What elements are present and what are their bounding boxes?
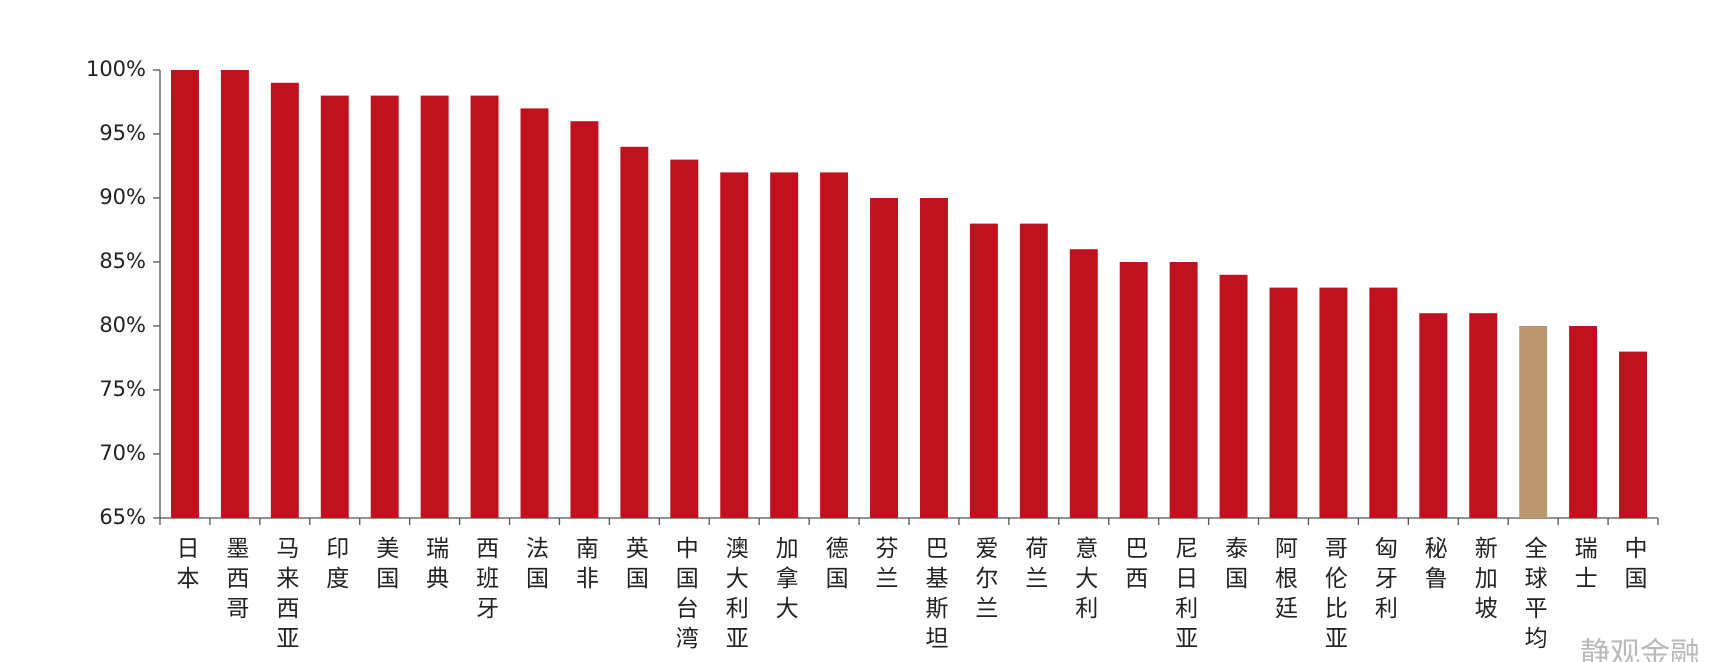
x-tick-label: 马来西亚 (272, 536, 300, 656)
x-tick-label: 巴西 (1121, 536, 1148, 596)
x-tick-label: 尼日利亚 (1171, 536, 1199, 656)
x-tick-label: 新加坡 (1470, 536, 1498, 626)
x-tick-label: 中国 (1620, 536, 1647, 596)
bar (570, 121, 599, 518)
x-tick-label: 德国 (821, 536, 849, 596)
bar (770, 172, 799, 518)
bar (220, 70, 249, 518)
bar (1519, 326, 1548, 518)
x-tick-label: 匈牙利 (1370, 536, 1398, 626)
x-tick-label: 巴基斯坦 (921, 536, 949, 656)
x-tick-label: 墨西哥 (222, 536, 249, 626)
bar (320, 95, 349, 518)
bar (1569, 326, 1598, 518)
x-tick-label: 全球平均 (1520, 536, 1548, 656)
x-tick-label: 荷兰 (1021, 536, 1049, 596)
x-tick-label: 加拿大 (771, 536, 799, 626)
bar (470, 95, 499, 518)
bar (820, 172, 849, 518)
bar (1419, 313, 1448, 518)
x-tick-label: 阿根廷 (1271, 536, 1299, 626)
x-tick-label: 印度 (322, 536, 350, 596)
y-tick-label: 100% (86, 57, 146, 81)
x-tick-label: 西班牙 (472, 536, 500, 626)
y-tick-label: 70% (99, 441, 146, 465)
watermark: 静观金融 (1580, 637, 1700, 662)
x-tick-label: 英国 (621, 536, 649, 596)
bar (919, 198, 948, 518)
bar (1619, 351, 1648, 518)
y-tick-label: 85% (99, 249, 146, 273)
x-tick-label: 日本 (172, 536, 200, 596)
x-tick-label: 中国台湾 (671, 536, 699, 656)
x-tick-label: 澳大利亚 (721, 536, 749, 656)
y-tick-label: 90% (99, 185, 146, 209)
x-tick-label: 瑞典 (422, 536, 450, 596)
bar (620, 146, 649, 519)
y-tick-label: 95% (99, 121, 146, 145)
x-tick-label: 芬兰 (871, 536, 899, 596)
x-tick-label: 秘鲁 (1420, 536, 1448, 596)
x-tick-label: 南非 (571, 536, 598, 596)
bar (720, 172, 749, 518)
x-tick-label: 爱尔兰 (971, 536, 999, 626)
bar (1169, 262, 1198, 518)
x-tick-label: 哥伦比亚 (1320, 536, 1348, 656)
bar (670, 159, 699, 518)
y-tick-label: 80% (99, 313, 146, 337)
x-tick-label: 美国 (372, 536, 400, 596)
bar (1069, 249, 1098, 518)
bar (1119, 262, 1148, 518)
bar (170, 70, 199, 518)
x-tick-label: 意大利 (1071, 536, 1099, 626)
bar (1369, 287, 1398, 518)
bar (1019, 223, 1048, 518)
bar (969, 223, 998, 518)
bar (270, 82, 299, 519)
y-tick-label: 65% (99, 505, 146, 529)
bar (520, 108, 549, 519)
x-tick-label: 法国 (522, 536, 550, 596)
y-tick-label: 75% (99, 377, 146, 401)
bar (420, 95, 449, 518)
bar (1269, 287, 1298, 518)
x-tick-label: 泰国 (1221, 536, 1249, 596)
bar (370, 95, 399, 518)
bar (1219, 274, 1248, 518)
bar (1469, 313, 1498, 518)
bar (1319, 287, 1348, 518)
x-tick-label: 瑞士 (1570, 536, 1598, 596)
bar (870, 198, 899, 518)
